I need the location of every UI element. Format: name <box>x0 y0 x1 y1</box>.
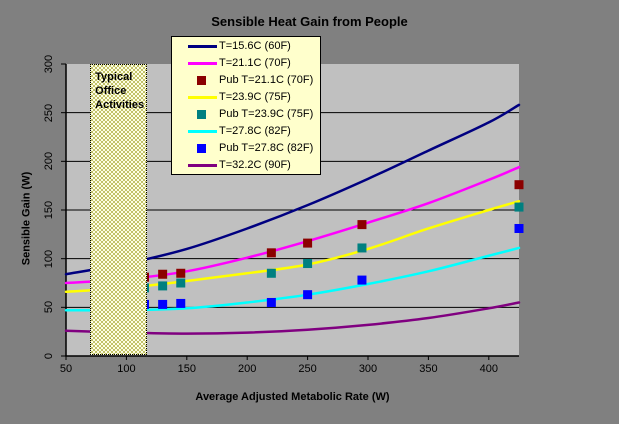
y-tick-label: 50 <box>43 301 55 314</box>
x-tick-label: 50 <box>59 363 73 375</box>
legend-label: T=27.8C (82F) <box>219 125 291 137</box>
x-tick-label: 250 <box>298 363 317 375</box>
x-tick-label: 400 <box>479 363 498 375</box>
band-label-line1: Typical <box>95 71 133 83</box>
series-marker <box>514 180 524 190</box>
series-marker <box>357 243 367 253</box>
legend-line-swatch <box>188 62 217 65</box>
y-tick-label: 250 <box>43 103 55 122</box>
legend-item: T=15.6C (60F) <box>172 38 320 55</box>
legend-line-swatch <box>188 164 217 167</box>
series-marker <box>176 268 186 278</box>
legend-line-swatch <box>188 45 217 48</box>
band-label-line3: Activities <box>95 99 145 111</box>
legend-label: Pub T=21.1C (70F) <box>219 74 314 86</box>
x-axis-title: Average Adjusted Metabolic Rate (W) <box>195 391 390 403</box>
y-tick-label: 0 <box>43 352 55 360</box>
series-marker <box>176 278 186 288</box>
chart-title: Sensible Heat Gain from People <box>211 14 408 29</box>
series-marker <box>158 281 168 291</box>
legend-label: T=23.9C (75F) <box>219 91 291 103</box>
y-tick-label: 200 <box>43 152 55 171</box>
series-marker <box>514 202 524 212</box>
series-marker <box>158 299 168 309</box>
x-tick-label: 100 <box>117 363 136 375</box>
legend-marker-swatch <box>197 76 206 85</box>
legend-item: T=21.1C (70F) <box>172 55 320 72</box>
series-marker <box>303 290 313 300</box>
series-marker <box>266 268 276 278</box>
series-curve <box>64 103 521 276</box>
y-tick-label: 100 <box>43 249 55 268</box>
legend-label: Pub T=27.8C (82F) <box>219 142 314 154</box>
x-tick-label: 300 <box>358 363 378 375</box>
series-marker <box>266 297 276 307</box>
typical-office-activities-band: Typical Office Activities <box>90 64 147 355</box>
series-marker <box>303 259 313 269</box>
legend-label: T=21.1C (70F) <box>219 57 291 69</box>
legend-label: Pub T=23.9C (75F) <box>219 108 314 120</box>
series-marker <box>514 223 524 233</box>
x-tick-label: 350 <box>419 363 438 375</box>
legend-item: Pub T=23.9C (75F) <box>172 106 320 123</box>
x-tick-label: 200 <box>238 363 257 375</box>
legend: T=15.6C (60F) T=21.1C (70F) Pub T=21.1C (7… <box>171 36 321 175</box>
series-marker <box>357 220 367 230</box>
y-tick-label: 150 <box>43 200 55 220</box>
legend-item: T=23.9C (75F) <box>172 89 320 106</box>
legend-line-swatch <box>188 96 217 99</box>
series-marker <box>303 238 313 248</box>
series-marker <box>176 298 186 308</box>
legend-item: Pub T=27.8C (82F) <box>172 140 320 157</box>
series-marker <box>158 269 168 279</box>
legend-label: T=15.6C (60F) <box>219 40 291 52</box>
x-tick-label: 150 <box>177 363 196 375</box>
band-label-line2: Office <box>95 85 127 97</box>
legend-item: T=32.2C (90F) <box>172 157 320 174</box>
y-tick-label: 300 <box>43 54 55 74</box>
legend-item: T=27.8C (82F) <box>172 123 320 140</box>
legend-label: T=32.2C (90F) <box>219 159 291 171</box>
y-axis-title: Sensible Gain (W) <box>20 171 33 266</box>
series-marker <box>266 248 276 258</box>
series-marker <box>357 275 367 285</box>
legend-line-swatch <box>188 130 217 133</box>
legend-marker-swatch <box>197 110 206 119</box>
legend-marker-swatch <box>197 144 206 153</box>
legend-item: Pub T=21.1C (70F) <box>172 72 320 89</box>
